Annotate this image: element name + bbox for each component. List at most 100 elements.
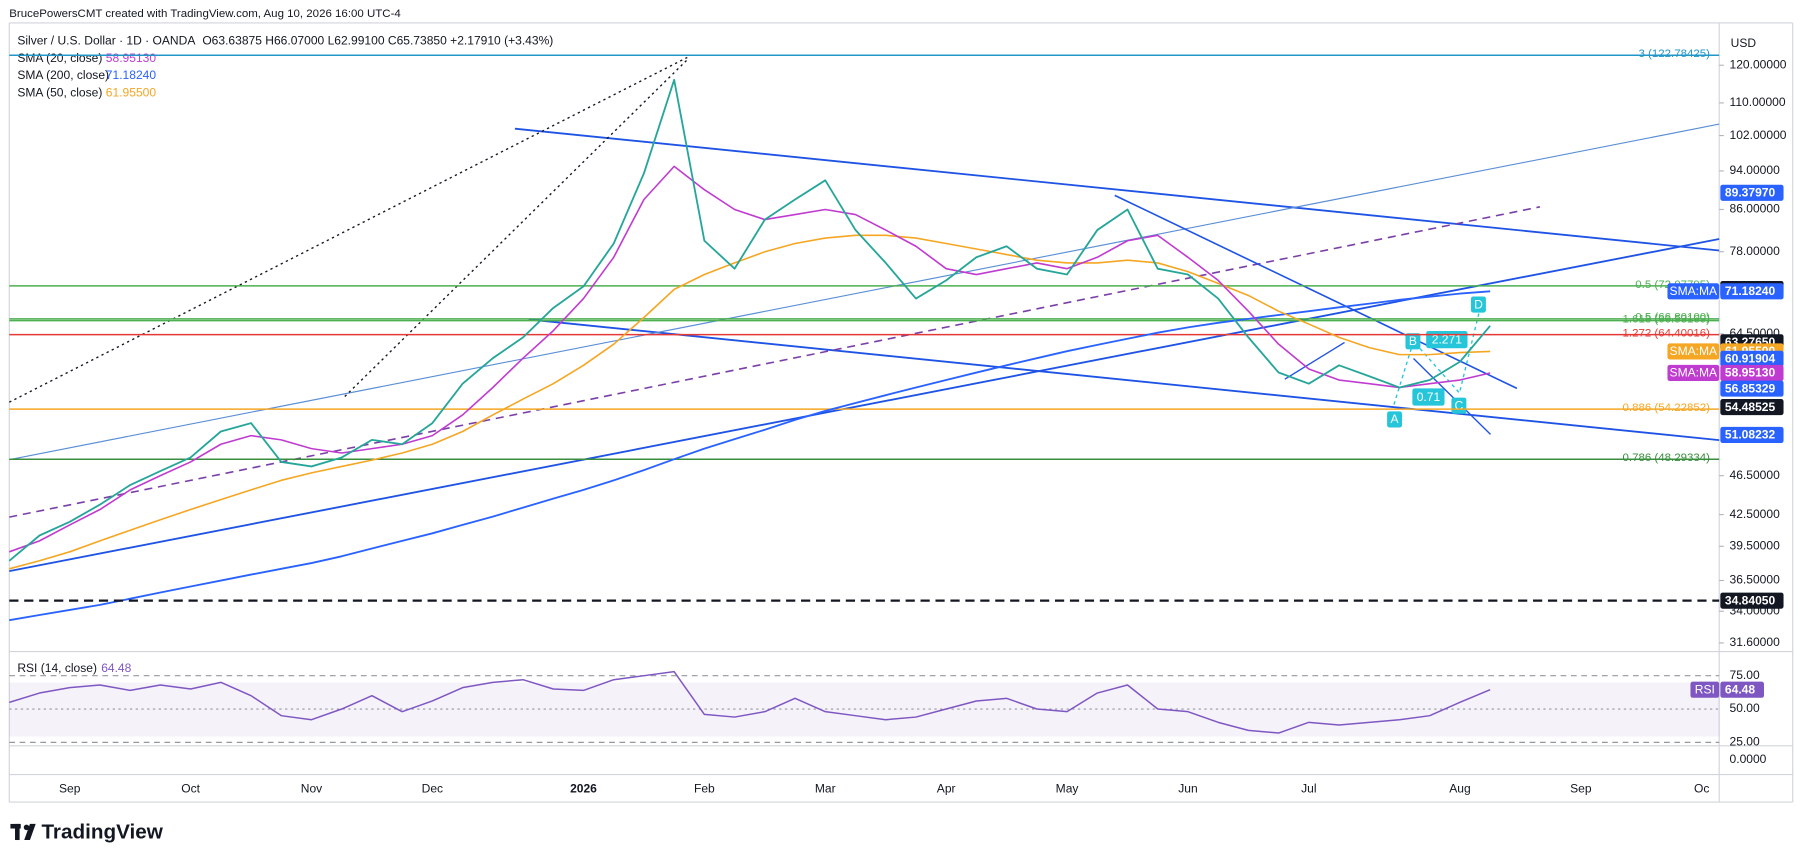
price-badge <box>1720 184 1784 201</box>
y-tick-label: 39.50000 <box>1730 538 1781 552</box>
y-tick-label: 110.00000 <box>1730 95 1786 109</box>
x-tick-label: Apr <box>937 782 956 796</box>
indicator-name: SMA (20, close) <box>17 51 102 65</box>
price-badge <box>1720 364 1784 381</box>
badge-tag-label: SMA:MA <box>1670 366 1718 380</box>
indicator-name: SMA (50, close) <box>17 85 102 99</box>
x-tick-label: Sep <box>1570 782 1592 796</box>
badge-tag-label: SMA:MA <box>1670 284 1718 298</box>
level-label: 1.272 (64.40016) <box>1623 328 1711 340</box>
x-tick-label: 2026 <box>570 782 597 796</box>
price-badge-label: 54.48525 <box>1725 400 1776 414</box>
pattern-label: D <box>1474 297 1483 311</box>
x-tick-label: Mar <box>815 782 836 796</box>
y-tick-label: 46.50000 <box>1730 468 1781 482</box>
brand-logo <box>10 823 36 841</box>
price-badge <box>1720 380 1784 397</box>
rsi-tick-label: 75.00 <box>1730 668 1760 682</box>
x-tick-label: Nov <box>301 782 322 796</box>
y-tick-label: 86.00000 <box>1730 202 1781 216</box>
price-badge-label: 71.18240 <box>1725 284 1776 298</box>
logo-part <box>15 823 20 841</box>
y-tick-label: 31.60000 <box>1730 635 1781 649</box>
price-badge <box>1720 283 1784 300</box>
trendline <box>1413 358 1491 435</box>
indicator-value: 61.95500 <box>106 85 157 99</box>
pattern-point <box>1470 296 1486 313</box>
trendline <box>8 56 688 403</box>
price-badge <box>1720 399 1784 416</box>
price-badge-label: 51.08232 <box>1725 428 1776 442</box>
x-tick-label: Oct <box>181 782 200 796</box>
ratio-box <box>1412 388 1445 406</box>
badge-tag-label: SMA:MA <box>1670 344 1718 358</box>
rsi-name: RSI (14, close) <box>17 661 97 675</box>
price-badge <box>1720 350 1784 367</box>
y-tick-label: 78.00000 <box>1730 244 1781 258</box>
pattern-label: A <box>1391 412 1400 426</box>
sma-line <box>8 165 1491 553</box>
price-badge-label: 60.91904 <box>1725 351 1776 365</box>
author-line: BrucePowersCMT created with TradingView.… <box>9 8 401 20</box>
y-tick-label: 120.00000 <box>1730 57 1787 71</box>
price-badge-label: 89.37970 <box>1725 186 1776 200</box>
badge-tag <box>1667 283 1720 300</box>
pattern-point <box>1387 411 1403 428</box>
trendline <box>9 238 1720 573</box>
level-label: 1.618 (66.53169) <box>1623 313 1711 325</box>
price-line <box>8 78 1491 562</box>
x-tick-label: Feb <box>694 782 715 796</box>
sma-line <box>9 234 1491 570</box>
price-badge-label: 34.84050 <box>1725 593 1776 607</box>
x-tick-label: Sep <box>59 782 81 796</box>
badge-tag <box>1667 343 1720 360</box>
indicator-name: SMA (200, close) <box>17 68 109 82</box>
level-label: 0.886 (54.22852) <box>1623 402 1711 414</box>
pattern-label: C <box>1455 398 1464 412</box>
y-tick-label: 94.00000 <box>1730 163 1781 177</box>
logo-part <box>24 823 36 841</box>
x-tick-label: Oc <box>1694 782 1709 796</box>
trendline <box>1284 341 1345 380</box>
badge-tag <box>1667 364 1720 381</box>
pattern-point <box>1405 333 1421 350</box>
trendline <box>528 318 1720 442</box>
y-tick-label: 102.00000 <box>1730 128 1787 142</box>
indicator-value: 58.95130 <box>106 51 157 65</box>
y-tick-label: 42.50000 <box>1730 507 1781 521</box>
x-tick-label: Aug <box>1449 782 1470 796</box>
trendline <box>9 123 1720 461</box>
sma-line <box>9 290 1491 622</box>
logo-part <box>23 824 30 831</box>
price-badge <box>1720 592 1784 609</box>
level-label: 0.786 (48.29334) <box>1623 452 1711 464</box>
rsi-badge <box>1720 681 1764 698</box>
pattern-label: B <box>1409 334 1417 348</box>
rsi-badge-label: 64.48 <box>1725 682 1755 696</box>
ratio-label: 2.271 <box>1432 332 1462 346</box>
x-tick-label: May <box>1056 782 1079 796</box>
level-label: 0.5 (66.80100) <box>1635 312 1710 324</box>
symbol: Silver / U.S. Dollar · 1D · OANDA <box>17 34 196 48</box>
trendline <box>9 206 1541 518</box>
rsi-tag <box>1690 681 1720 698</box>
rsi-tick-label: 25.00 <box>1730 735 1760 749</box>
price-badge-label: 56.85329 <box>1725 381 1776 395</box>
rsi-tag-label: RSI <box>1695 682 1715 696</box>
trendline <box>514 127 1720 252</box>
x-tick-label: Jun <box>1178 782 1197 796</box>
price-badge <box>1720 426 1784 444</box>
level-label: 3 (122.78425) <box>1638 48 1710 60</box>
trendline <box>1114 194 1518 390</box>
rsi-tick-label: 50.00 <box>1730 701 1760 715</box>
ratio-label: 0.71 <box>1417 390 1441 404</box>
lower-pane-tick: 0.0000 <box>1730 752 1767 766</box>
rsi-value: 64.48 <box>101 661 131 675</box>
x-tick-label: Dec <box>422 782 443 796</box>
currency: USD <box>1731 36 1757 50</box>
rsi-band <box>9 682 1720 737</box>
ohlc: O63.63875 H66.07000 L62.99100 C65.73850 … <box>202 34 553 48</box>
